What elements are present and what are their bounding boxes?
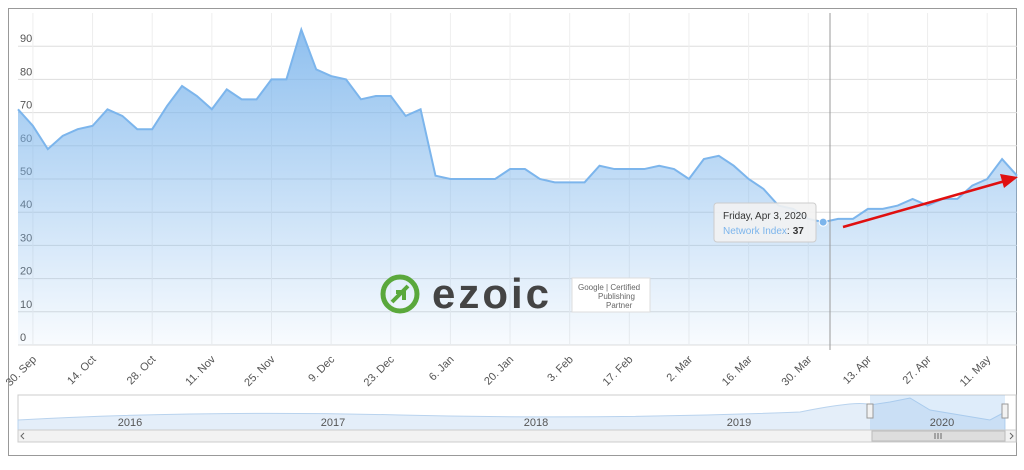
navigator-label: 2020 xyxy=(930,417,954,429)
brand: ezoic xyxy=(432,270,552,317)
navigator-label: 2017 xyxy=(321,417,345,429)
tooltip-box xyxy=(713,202,817,243)
scrollbar[interactable] xyxy=(17,429,1017,443)
tooltip-value: 37 xyxy=(793,226,805,237)
scroll-right[interactable] xyxy=(1009,432,1014,440)
y-tick-label: 70 xyxy=(20,100,32,112)
logo-mark xyxy=(390,284,410,304)
scroll-left[interactable] xyxy=(20,432,25,440)
badge xyxy=(571,277,651,313)
navigator-label: 2016 xyxy=(118,417,142,429)
y-tick-label: 80 xyxy=(20,66,32,78)
scrollbar-grip xyxy=(934,433,942,439)
logo xyxy=(380,274,420,314)
tooltip-series: Network Index xyxy=(723,226,787,237)
navigator-label: 2019 xyxy=(727,417,751,429)
navigator-handle[interactable] xyxy=(866,403,874,419)
navigator-label: 2018 xyxy=(524,417,548,429)
tooltip-sep: : xyxy=(787,226,790,237)
y-tick-label: 90 xyxy=(20,33,32,45)
badge-text: Partner xyxy=(606,301,633,310)
badge-text: Google | Certified xyxy=(578,283,640,292)
watermark: ezoic Google | Certified Publishing Part… xyxy=(380,270,651,317)
arrow-line xyxy=(842,179,1006,229)
navigator-handle[interactable] xyxy=(1001,403,1009,419)
arrow xyxy=(842,174,1018,229)
hover-point xyxy=(818,217,828,227)
area xyxy=(18,29,1017,345)
tooltip: Friday, Apr 3, 2020 Network Index: 37 xyxy=(713,202,817,243)
tooltip-row: Network Index: 37 xyxy=(723,226,804,237)
arrow-head xyxy=(1000,174,1018,188)
navigator: 2016 2017 2018 2019 2020 xyxy=(17,394,1017,443)
tooltip-date: Friday, Apr 3, 2020 xyxy=(723,211,807,222)
badge-text: Publishing xyxy=(598,292,635,301)
line xyxy=(17,26,1018,224)
navigator-window xyxy=(870,395,1005,430)
